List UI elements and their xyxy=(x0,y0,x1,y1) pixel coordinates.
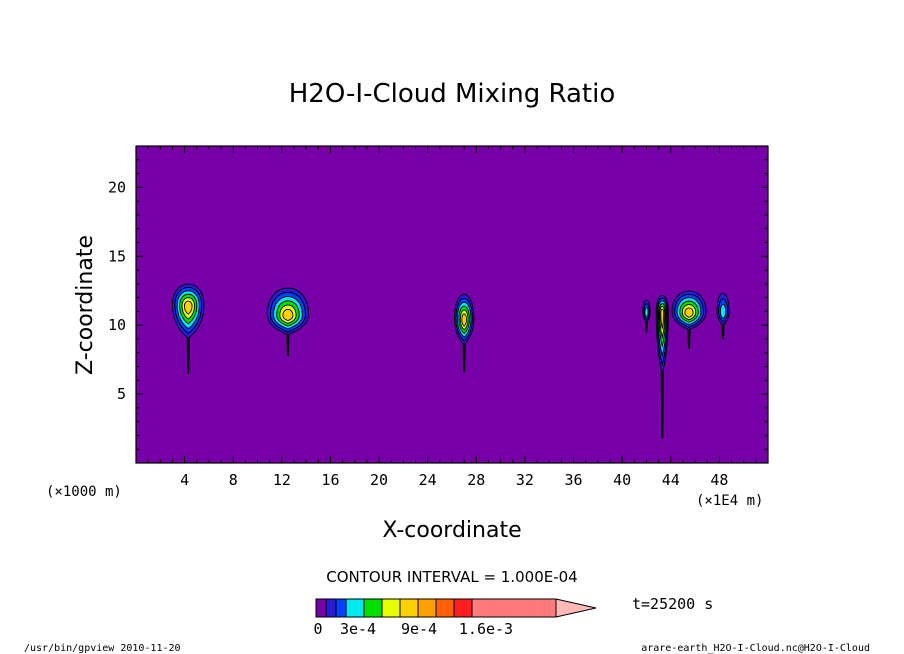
cloud-contours xyxy=(172,283,730,439)
colorbar-box xyxy=(325,598,337,618)
colorbar-label: 1.6e-3 xyxy=(459,620,513,638)
colorbar-box xyxy=(315,598,327,618)
colorbar-box xyxy=(381,598,401,618)
cloud-contour-level xyxy=(644,306,649,319)
cloud-contour-level xyxy=(183,300,193,315)
cloud-blob xyxy=(266,287,310,356)
cloud-blob xyxy=(671,290,707,350)
footer-right: arare-earth_H2O-I-Cloud.nc@H2O-I-Cloud xyxy=(641,643,870,654)
y-tick-label: 5 xyxy=(117,385,126,403)
y-tick-label: 15 xyxy=(108,247,126,265)
x-tick-label: 48 xyxy=(710,471,728,489)
colorbar-label: 3e-4 xyxy=(340,620,376,638)
x-tick-label: 20 xyxy=(370,471,388,489)
colorbar-box xyxy=(471,598,557,618)
time-label: t=25200 s xyxy=(632,595,713,613)
cloud-blob xyxy=(642,299,651,333)
x-tick-label: 32 xyxy=(516,471,534,489)
cloud-contour-level xyxy=(684,307,694,318)
colorbar-extend-arrow xyxy=(555,598,597,618)
chart-title: H2O-I-Cloud Mixing Ratio xyxy=(289,79,616,109)
cloud-blob xyxy=(172,283,205,374)
colorbar-box xyxy=(363,598,383,618)
colorbar-box xyxy=(399,598,419,618)
x-tick-label: 24 xyxy=(419,471,437,489)
colorbar-label: 0 xyxy=(313,620,322,638)
footer-left: /usr/bin/gpview 2010-11-20 xyxy=(24,643,181,654)
x-tick-label: 36 xyxy=(565,471,583,489)
cloud-blob xyxy=(716,292,730,340)
x-tick-label: 28 xyxy=(467,471,485,489)
x-tick-label: 4 xyxy=(180,471,189,489)
cloud-contour-level xyxy=(282,308,294,322)
colorbar-box xyxy=(417,598,437,618)
colorbar-label: 9e-4 xyxy=(401,620,437,638)
x-tick-label: 8 xyxy=(229,471,238,489)
contour-interval-label: CONTOUR INTERVAL = 1.000E-04 xyxy=(326,568,577,586)
cloud-contour-level xyxy=(719,303,727,320)
x-tick-label: 12 xyxy=(273,471,291,489)
x-unit-right: (×1E4 m) xyxy=(696,493,763,509)
y-tick-label: 20 xyxy=(108,178,126,196)
x-unit-left: (×1000 m) xyxy=(46,484,122,500)
colorbar-box xyxy=(453,598,473,618)
colorbar-box xyxy=(435,598,455,618)
x-tick-label: 16 xyxy=(321,471,339,489)
cloud-contour-level xyxy=(461,313,467,327)
y-axis-label: Z-coordinate xyxy=(73,235,98,375)
x-tick-label: 40 xyxy=(613,471,631,489)
cloud-blob xyxy=(655,295,669,439)
colorbar-box xyxy=(335,598,347,618)
y-tick-label: 10 xyxy=(108,316,126,334)
cloud-blob xyxy=(453,293,475,373)
colorbar: 0 3e-4 9e-4 1.6e-3 xyxy=(313,598,597,638)
x-tick-label: 44 xyxy=(662,471,680,489)
cloud-contour-level xyxy=(660,308,665,330)
x-axis-label: X-coordinate xyxy=(382,518,521,543)
colorbar-box xyxy=(345,598,365,618)
